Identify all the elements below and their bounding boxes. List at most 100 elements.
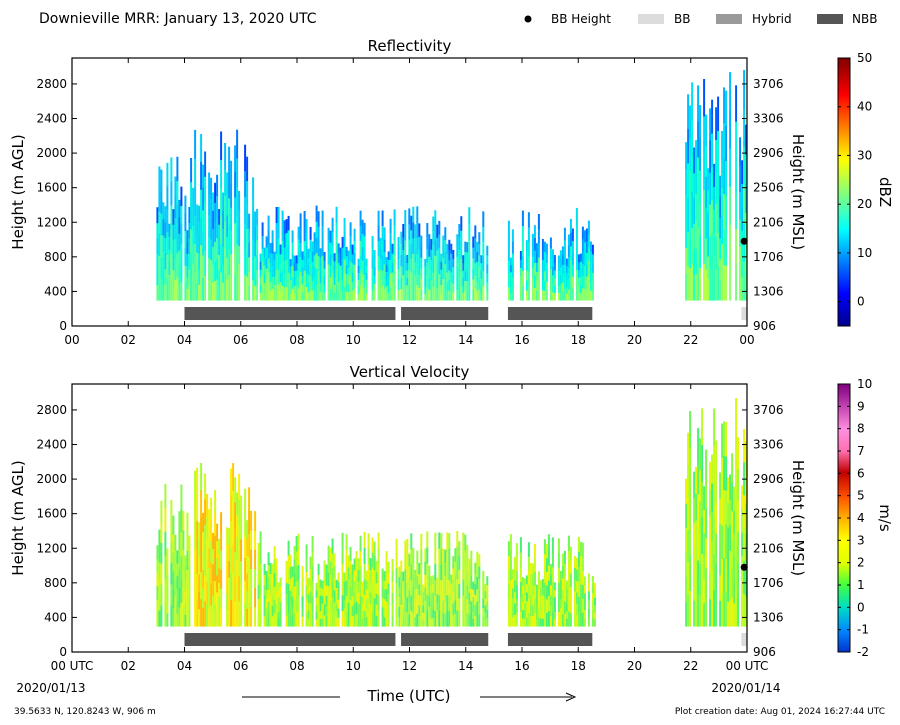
echo-cell: [385, 271, 388, 280]
echo-cell: [279, 253, 282, 264]
echo-cell: [387, 572, 390, 584]
echo-cell: [269, 290, 272, 301]
echo-cell: [585, 264, 588, 277]
x-tick-label: 18: [571, 333, 586, 347]
echo-cell: [406, 277, 409, 286]
echo-cell: [579, 569, 582, 585]
echo-cell: [527, 584, 530, 599]
echo-cell: [519, 267, 522, 276]
echo-cell: [313, 232, 316, 245]
echo-cell: [428, 267, 431, 279]
echo-cell: [553, 611, 556, 620]
y-tick-label-right: 3706: [753, 77, 784, 91]
echo-cell: [507, 233, 510, 248]
echo-cell: [729, 148, 732, 187]
echo-cell: [551, 596, 554, 612]
echo-cell: [559, 580, 562, 590]
echo-cell: [170, 541, 173, 564]
echo-cell: [521, 240, 524, 256]
echo-cell: [450, 271, 453, 282]
echo-cell: [402, 262, 405, 276]
echo-cell: [727, 551, 730, 577]
echo-cell: [541, 279, 544, 291]
echo-cell: [170, 157, 173, 182]
echo-cell: [464, 251, 467, 262]
echo-cell: [261, 287, 264, 301]
echo-cell: [190, 205, 193, 230]
echo-cell: [391, 581, 394, 593]
echo-cell: [230, 160, 233, 185]
echo-cell: [299, 227, 302, 243]
echo-cell: [383, 288, 386, 301]
echo-cell: [434, 563, 437, 580]
echo-cell: [482, 570, 485, 581]
y-tick-label-right: 2506: [753, 181, 784, 195]
echo-cell: [377, 594, 380, 611]
echo-cell: [186, 588, 189, 608]
echo-cell: [424, 574, 427, 588]
echo-cell: [269, 243, 272, 254]
echo-cell: [347, 578, 350, 592]
echo-cell: [271, 230, 274, 243]
echo-cell: [279, 290, 282, 301]
echo-cell: [507, 597, 510, 613]
echo-cell: [206, 516, 209, 539]
echo-cell: [178, 568, 181, 589]
echo-cell: [470, 613, 473, 627]
echo-cell: [230, 207, 233, 231]
echo-cell: [420, 533, 423, 550]
echo-cell: [438, 548, 441, 565]
echo-cell: [717, 96, 720, 131]
echo-cell: [743, 261, 746, 301]
echo-cell: [347, 567, 350, 580]
echo-cell: [323, 276, 326, 285]
echo-cell: [543, 597, 546, 613]
echo-cell: [254, 530, 257, 550]
echo-cell: [695, 546, 698, 574]
echo-cell: [190, 276, 193, 301]
echo-cell: [444, 562, 447, 576]
echo-cell: [180, 224, 183, 244]
echo-cell: [537, 285, 540, 301]
echo-cell: [432, 230, 435, 245]
echo-cell: [519, 283, 522, 293]
echo-cell: [373, 583, 376, 599]
echo-cell: [188, 595, 191, 612]
echo-cell: [198, 237, 201, 254]
echo-cell: [263, 563, 266, 575]
echo-cell: [418, 274, 421, 288]
echo-cell: [226, 236, 229, 258]
echo-cell: [176, 156, 179, 182]
echo-cell: [545, 243, 548, 254]
echo-cell: [180, 281, 183, 301]
echo-cell: [377, 240, 380, 256]
y-tick-label-right: 2506: [753, 507, 784, 521]
echo-cell: [365, 570, 368, 581]
echo-cell: [711, 166, 714, 201]
echo-cell: [309, 614, 312, 627]
echo-cell: [218, 269, 221, 286]
echo-cell: [315, 237, 318, 254]
echo-cell: [478, 254, 481, 267]
echo-cell: [539, 618, 542, 627]
echo-cell: [458, 569, 461, 585]
echo-cell: [456, 531, 459, 548]
echo-cell: [727, 576, 730, 602]
echo-cell: [343, 608, 346, 618]
echo-cell: [721, 131, 724, 160]
echo-cell: [301, 596, 304, 607]
echo-cell: [569, 560, 572, 574]
echo-cell: [719, 472, 722, 499]
echo-cell: [721, 423, 724, 458]
echo-cell: [420, 278, 423, 290]
echo-cell: [699, 469, 702, 502]
echo-cell: [472, 236, 475, 248]
echo-cell: [587, 247, 590, 261]
echo-cell: [331, 258, 334, 274]
echo-cell: [263, 615, 266, 627]
echo-cell: [291, 606, 294, 617]
echo-cell: [543, 261, 546, 272]
echo-cell: [307, 601, 310, 611]
echo-cell: [381, 587, 384, 598]
echo-cell: [315, 205, 318, 222]
